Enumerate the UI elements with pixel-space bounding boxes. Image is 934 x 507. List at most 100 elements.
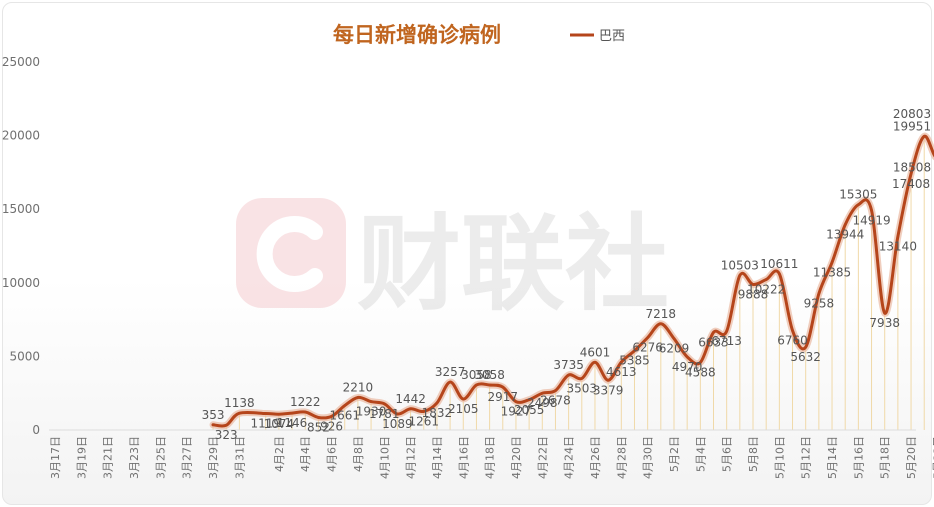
x-tick-label: 4月20日 [510,436,523,479]
x-tick-label: 3月21日 [102,436,115,479]
data-point [830,261,834,264]
x-tick-label: 4月18日 [484,436,497,479]
data-label: 6276 [632,341,663,355]
y-axis: 0 5000 10000 15000 20000 25000 [2,55,916,437]
data-point [475,383,478,387]
data-point [488,383,491,387]
data-point [290,411,294,415]
data-label: 10222 [747,283,785,297]
data-point [264,412,268,415]
drop-lines [212,136,925,430]
data-point [778,272,781,276]
data-point [883,311,887,315]
data-point [764,278,768,281]
data-point [317,416,320,419]
data-point [606,378,610,382]
x-tick-label: 4月12日 [405,436,418,479]
watermark-brand: 财联社 [357,203,669,325]
data-point [382,402,386,406]
data-label: 2498 [527,396,558,410]
y-tick-label: 10000 [2,276,40,290]
data-label: 2210 [343,380,374,394]
data-point [435,401,439,405]
data-label: 14919 [852,213,890,227]
data-label: 1927 [501,405,532,419]
x-tick-label: 5月18日 [879,436,892,479]
data-point [620,360,623,364]
data-label: 353 [202,408,225,422]
data-point [514,400,518,403]
data-label: 6209 [659,342,690,356]
data-label: 17408 [892,177,930,191]
data-label: 1089 [382,417,413,431]
x-tick-label: 4月14日 [431,436,444,479]
data-point [277,412,281,416]
x-tick-label: 3月23日 [128,436,141,479]
data-label: 4970 [672,360,703,374]
y-tick-label: 25000 [2,55,40,69]
x-tick-label: 4月6日 [326,436,339,472]
data-label: 10611 [760,257,798,271]
data-label: 6713 [711,334,742,348]
data-point [843,223,847,227]
x-tick-label: 5月4日 [694,436,707,472]
x-tick-label: 5月20日 [905,436,918,479]
legend: 巴西 [570,29,625,44]
series-brazil [209,132,934,430]
data-label: 2105 [448,402,479,416]
data-label: 5632 [790,350,821,364]
data-point [448,380,452,384]
data-label: 19951 [893,119,931,133]
data-point [343,404,347,407]
data-label: 1138 [224,396,255,410]
data-label: 7218 [646,307,677,321]
data-label: 926 [320,419,343,433]
data-point [791,329,794,332]
data-label: 1261 [408,414,439,428]
data-label: 4588 [685,365,716,379]
x-tick-label: 4月8日 [352,436,365,472]
data-label: 3058 [474,368,505,382]
data-point [356,396,360,399]
data-label: 3735 [553,358,584,372]
x-tick-label: 5月8日 [747,436,760,472]
x-tick-label: 4月30日 [642,436,655,479]
x-tick-label: 4月28日 [615,436,628,479]
data-point [409,407,412,411]
data-label: 20803 [893,107,931,121]
data-label: 1146 [277,416,308,430]
data-point [712,331,715,334]
x-tick-label: 4月2日 [273,436,286,472]
x-axis: 3月17日 3月19日 3月21日 3月23日 3月25日 3月27日 3月29日 3月31日… [49,436,934,479]
data-point [870,209,873,212]
y-tick-label: 5000 [9,349,40,363]
data-label: 2678 [540,394,571,408]
data-label: 1930 [356,405,387,419]
data-point [922,135,926,138]
data-label: 13140 [879,240,917,254]
data-point [422,410,426,413]
data-point [593,360,597,364]
data-label: 6760 [777,333,808,347]
data-label: 3503 [567,381,598,395]
data-label: 3379 [593,383,624,397]
x-tick-label: 4月16日 [457,436,470,479]
data-point [817,292,821,296]
data-label: 1832 [422,406,453,420]
data-point [659,322,663,326]
data-label: 5385 [619,354,650,368]
x-tick-label: 4月24日 [563,436,576,479]
data-label: 9258 [804,297,835,311]
data-label: 15305 [839,188,877,202]
chart-title: 每日新增确诊病例 [333,23,501,47]
data-label: 3257 [435,365,466,379]
x-tick-label: 5月12日 [800,436,813,479]
x-tick-label: 5月22日 [931,436,934,479]
data-label: 10503 [721,258,759,272]
data-point [909,172,913,176]
data-label: 9888 [738,287,769,301]
data-point [751,283,755,286]
